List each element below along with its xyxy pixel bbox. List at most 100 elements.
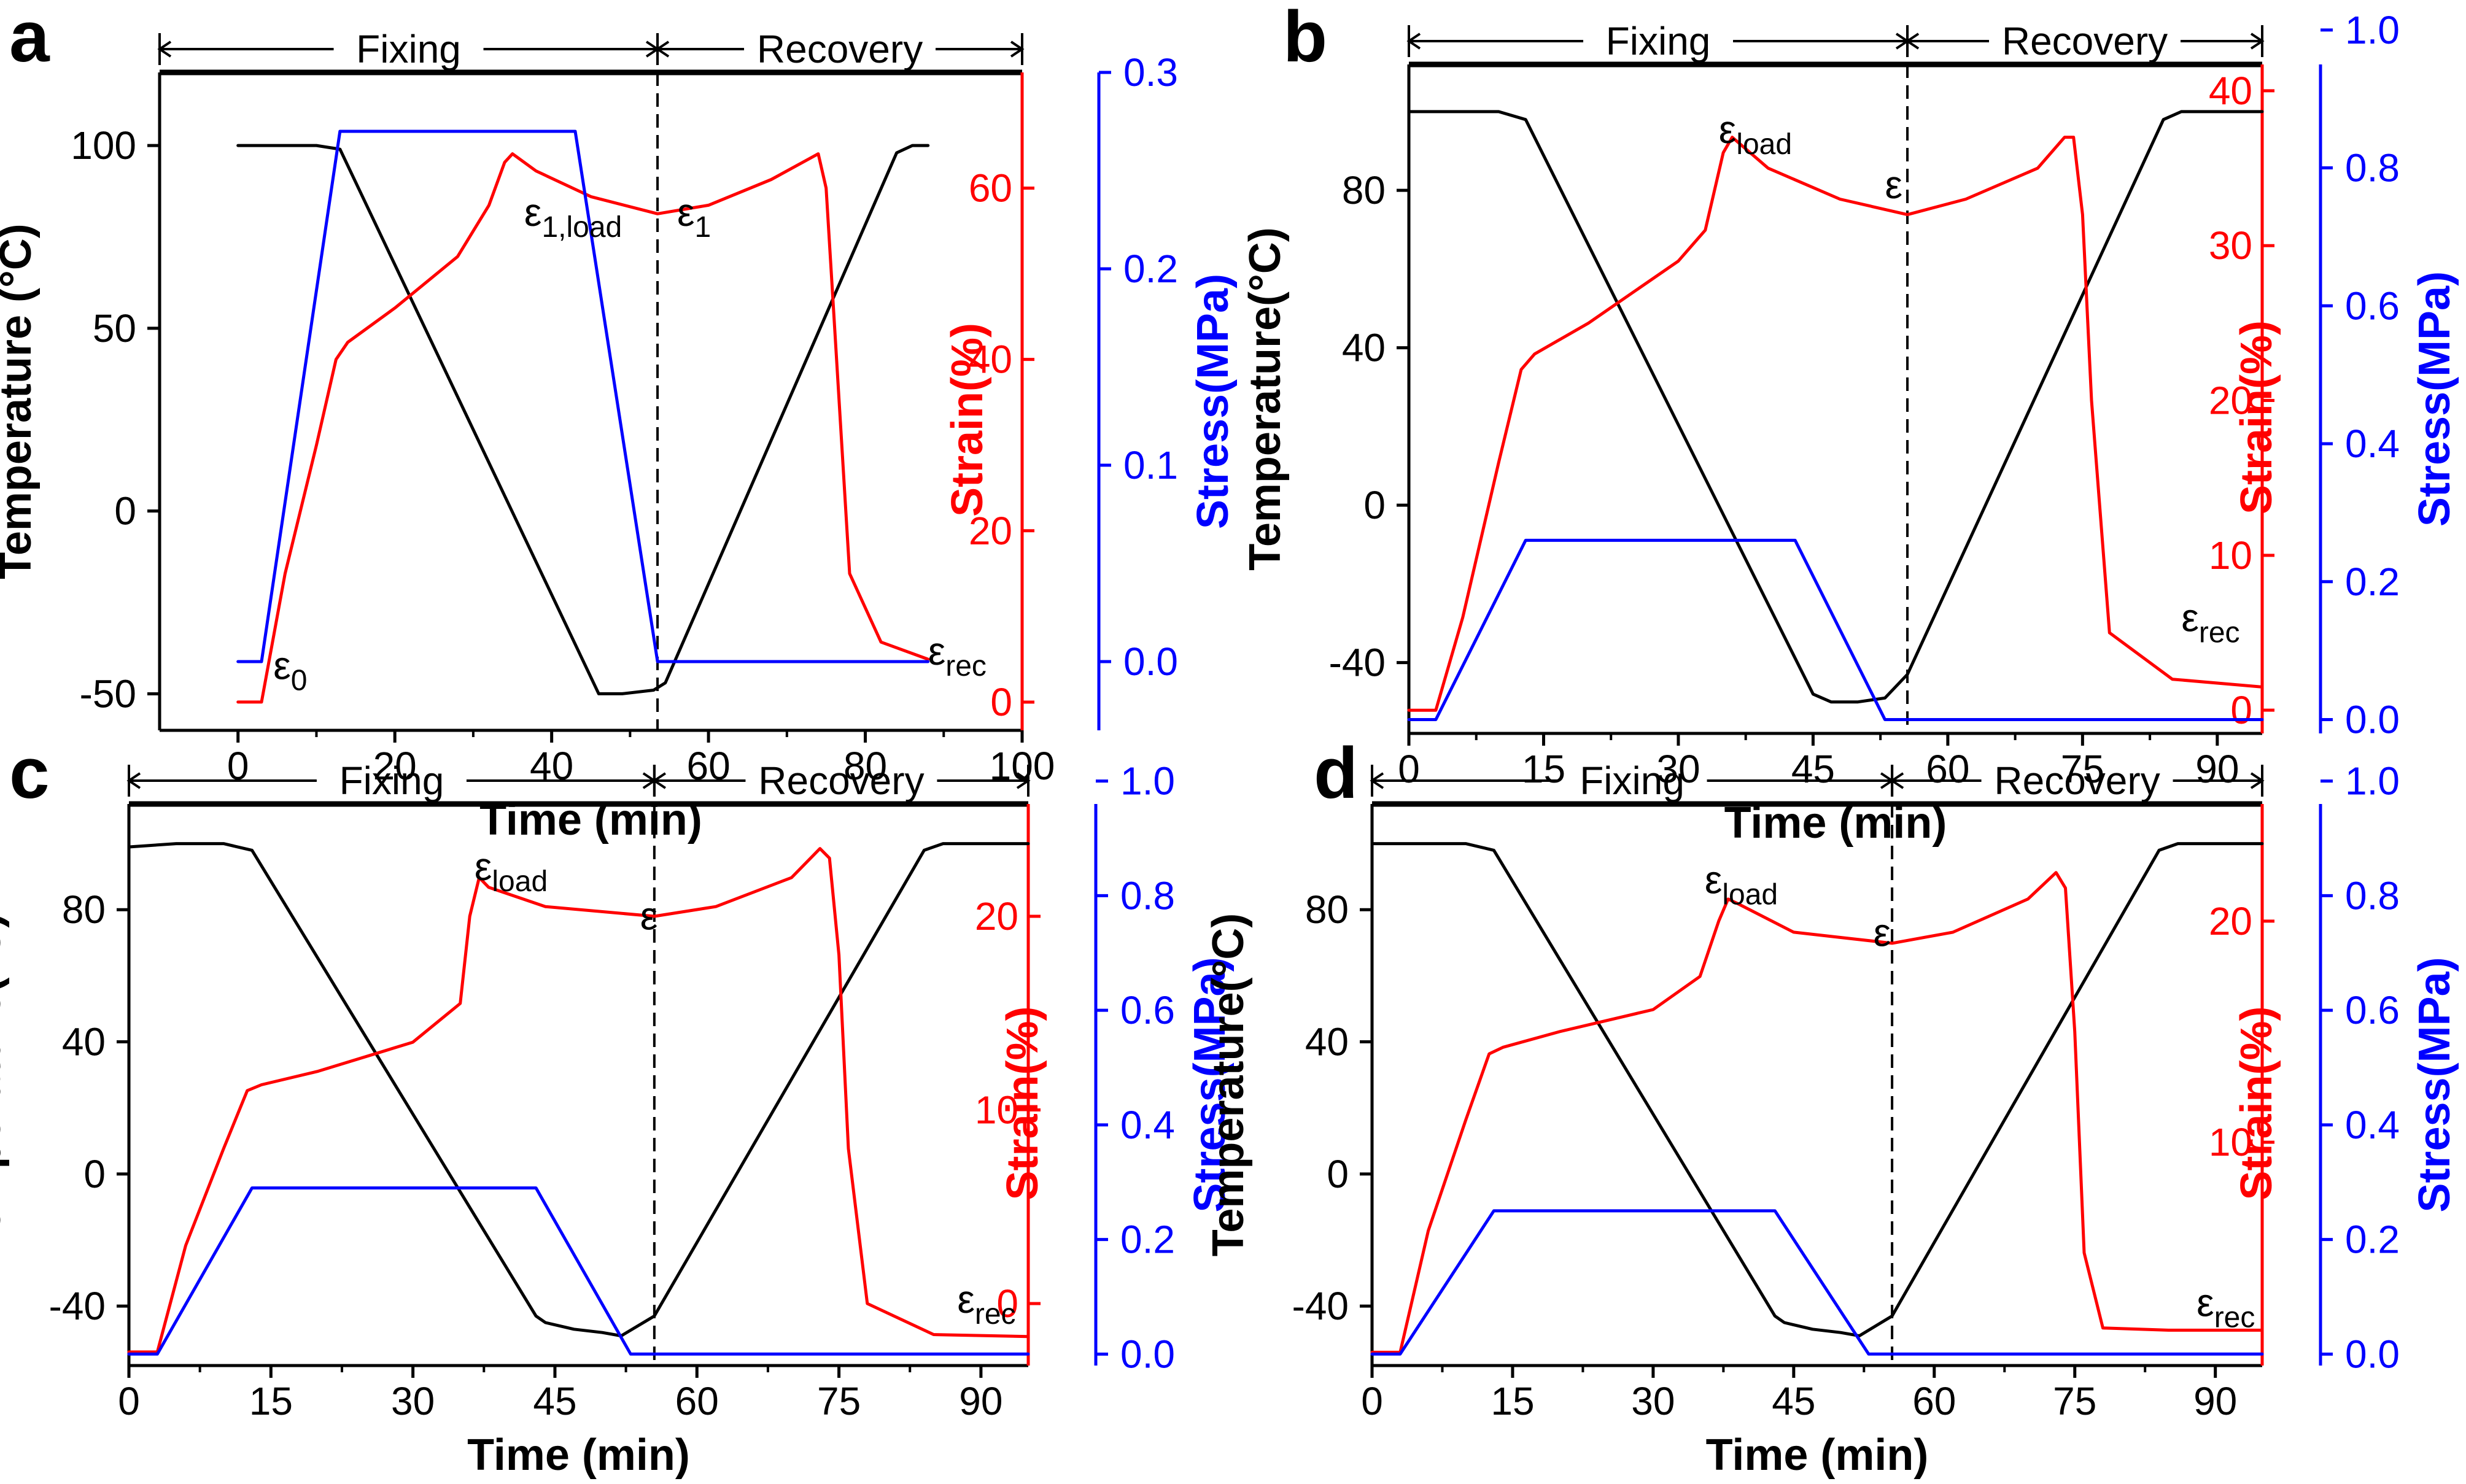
x-tick-label: 45 (1791, 747, 1835, 791)
x-axis-label: Time (min) (1706, 1431, 1929, 1480)
temperature-curve (1370, 842, 2264, 1338)
temperature-tick-label: -40 (49, 1284, 106, 1328)
stress-tick-label: 1.0 (2345, 8, 2400, 52)
strain-annotation: εload (475, 844, 548, 898)
strain-tick-label: 10 (2209, 533, 2252, 578)
strain-annotation: εrec (2181, 595, 2239, 649)
stress-tick-label: 0.0 (1123, 640, 1178, 684)
temperature-tick-label: 80 (1342, 168, 1386, 212)
stress-axis-label: Stress(MPa) (2410, 957, 2459, 1212)
strain-curve (1370, 871, 2264, 1354)
stress-curve (1407, 538, 2264, 721)
temperature-tick-label: 80 (1305, 887, 1349, 932)
temperature-axis-label: Temperature(°C) (1204, 913, 1253, 1257)
stress-tick-label: 0.2 (1123, 247, 1178, 291)
stress-tick-label: 0.4 (1120, 1103, 1175, 1147)
stress-tick-label: 0.0 (2345, 1332, 2400, 1376)
phase-label-fixing: Fixing (356, 27, 461, 71)
stress-tick-label: 0.3 (1123, 50, 1178, 95)
phase-label-recovery: Recovery (1994, 759, 2160, 803)
x-tick-label: 90 (959, 1379, 1002, 1423)
phase-label-recovery: Recovery (2002, 19, 2168, 63)
stress-tick-label: 1.0 (1120, 759, 1175, 803)
stress-tick-label: 0.8 (2345, 146, 2400, 190)
stress-tick-label: 0.2 (2345, 560, 2400, 604)
x-tick-label: 60 (1912, 1379, 1956, 1423)
x-tick-label: 15 (1522, 747, 1565, 791)
strain-tick-label: 20 (969, 509, 1012, 553)
strain-axis-label: Strain(%) (998, 1006, 1047, 1200)
x-tick-label: 90 (2193, 1379, 2237, 1423)
panel-label-a: a (9, 0, 50, 77)
stress-axis-label: Stress(MPa) (1185, 957, 1235, 1212)
stress-tick-label: 0.6 (2345, 284, 2400, 328)
x-tick-label: 75 (2061, 747, 2104, 791)
strain-annotation: ε0 (273, 644, 307, 697)
x-tick-label: 75 (817, 1379, 861, 1423)
phase-label-recovery: Recovery (757, 27, 923, 71)
x-tick-label: 15 (249, 1379, 293, 1423)
temperature-tick-label: 0 (1327, 1152, 1349, 1196)
stress-tick-label: 0.8 (2345, 873, 2400, 918)
x-tick-label: 80 (843, 744, 887, 788)
x-axis-label: Time (min) (467, 1431, 690, 1480)
phase-label-fixing: Fixing (339, 759, 444, 803)
temperature-axis-label: Temperature(°C) (1241, 227, 1290, 571)
stress-tick-label: 0.1 (1123, 443, 1178, 487)
phase-label-fixing: Fixing (1580, 759, 1685, 803)
temperature-tick-label: 40 (62, 1020, 106, 1064)
stress-curve (1370, 1209, 2264, 1356)
panel-label-b: b (1283, 0, 1327, 77)
stress-tick-label: 0.8 (1120, 873, 1175, 918)
strain-tick-label: 10 (2209, 1120, 2252, 1164)
x-tick-label: 30 (1631, 1379, 1675, 1423)
temperature-tick-label: 40 (1305, 1020, 1349, 1064)
strain-tick-label: 0 (990, 680, 1012, 724)
x-tick-label: 90 (2195, 747, 2239, 791)
strain-annotation: ε1,load (524, 190, 622, 244)
stress-curve (236, 129, 930, 663)
x-tick-label: 30 (391, 1379, 435, 1423)
strain-axis-label: Strain(%) (943, 323, 992, 517)
strain-tick-label: 40 (2209, 69, 2252, 113)
panel-c: c 0 15 30 45 60 75 90 Time (min) -40 0 40 80 Temperat… (0, 733, 1235, 1480)
strain-annotation: εload (1705, 857, 1778, 911)
temperature-tick-label: 0 (1363, 483, 1386, 527)
strain-tick-label: 30 (2209, 223, 2252, 268)
strain-tick-label: 60 (969, 166, 1012, 210)
x-tick-label: 45 (533, 1379, 576, 1423)
stress-curve (127, 1186, 1030, 1356)
temperature-tick-label: 100 (71, 123, 136, 168)
stress-tick-label: 0.2 (1120, 1218, 1175, 1262)
phase-label-recovery: Recovery (758, 759, 924, 803)
stress-tick-label: 0.4 (2345, 422, 2400, 466)
temperature-tick-label: -40 (1292, 1284, 1349, 1328)
stress-tick-label: 0.0 (2345, 698, 2400, 742)
strain-tick-label: 20 (2209, 899, 2252, 943)
temperature-tick-label: -40 (1329, 641, 1386, 685)
temperature-tick-label: 0 (114, 489, 136, 533)
strain-curve (236, 152, 930, 704)
temperature-tick-label: 40 (1342, 326, 1386, 370)
strain-curve (1407, 136, 2264, 712)
panel-label-d: d (1314, 733, 1358, 814)
stress-tick-label: 0.6 (1120, 988, 1175, 1032)
strain-tick-label: 20 (2209, 379, 2252, 423)
strain-tick-label: 0 (996, 1281, 1018, 1326)
strain-annotation: ε (1874, 910, 1891, 954)
stress-tick-label: 0.0 (1120, 1332, 1175, 1376)
panel-label-c: c (9, 733, 50, 814)
x-tick-label: 45 (1772, 1379, 1815, 1423)
temperature-curve (1407, 110, 2264, 704)
strain-annotation: ε1 (677, 190, 711, 244)
temperature-axis-label: Temperature(°C) (0, 913, 10, 1257)
temperature-tick-label: -50 (80, 671, 137, 716)
temperature-curve (127, 842, 1030, 1338)
x-tick-label: 60 (1926, 747, 1969, 791)
x-tick-label: 75 (2053, 1379, 2096, 1423)
strain-tick-label: 10 (975, 1088, 1018, 1132)
